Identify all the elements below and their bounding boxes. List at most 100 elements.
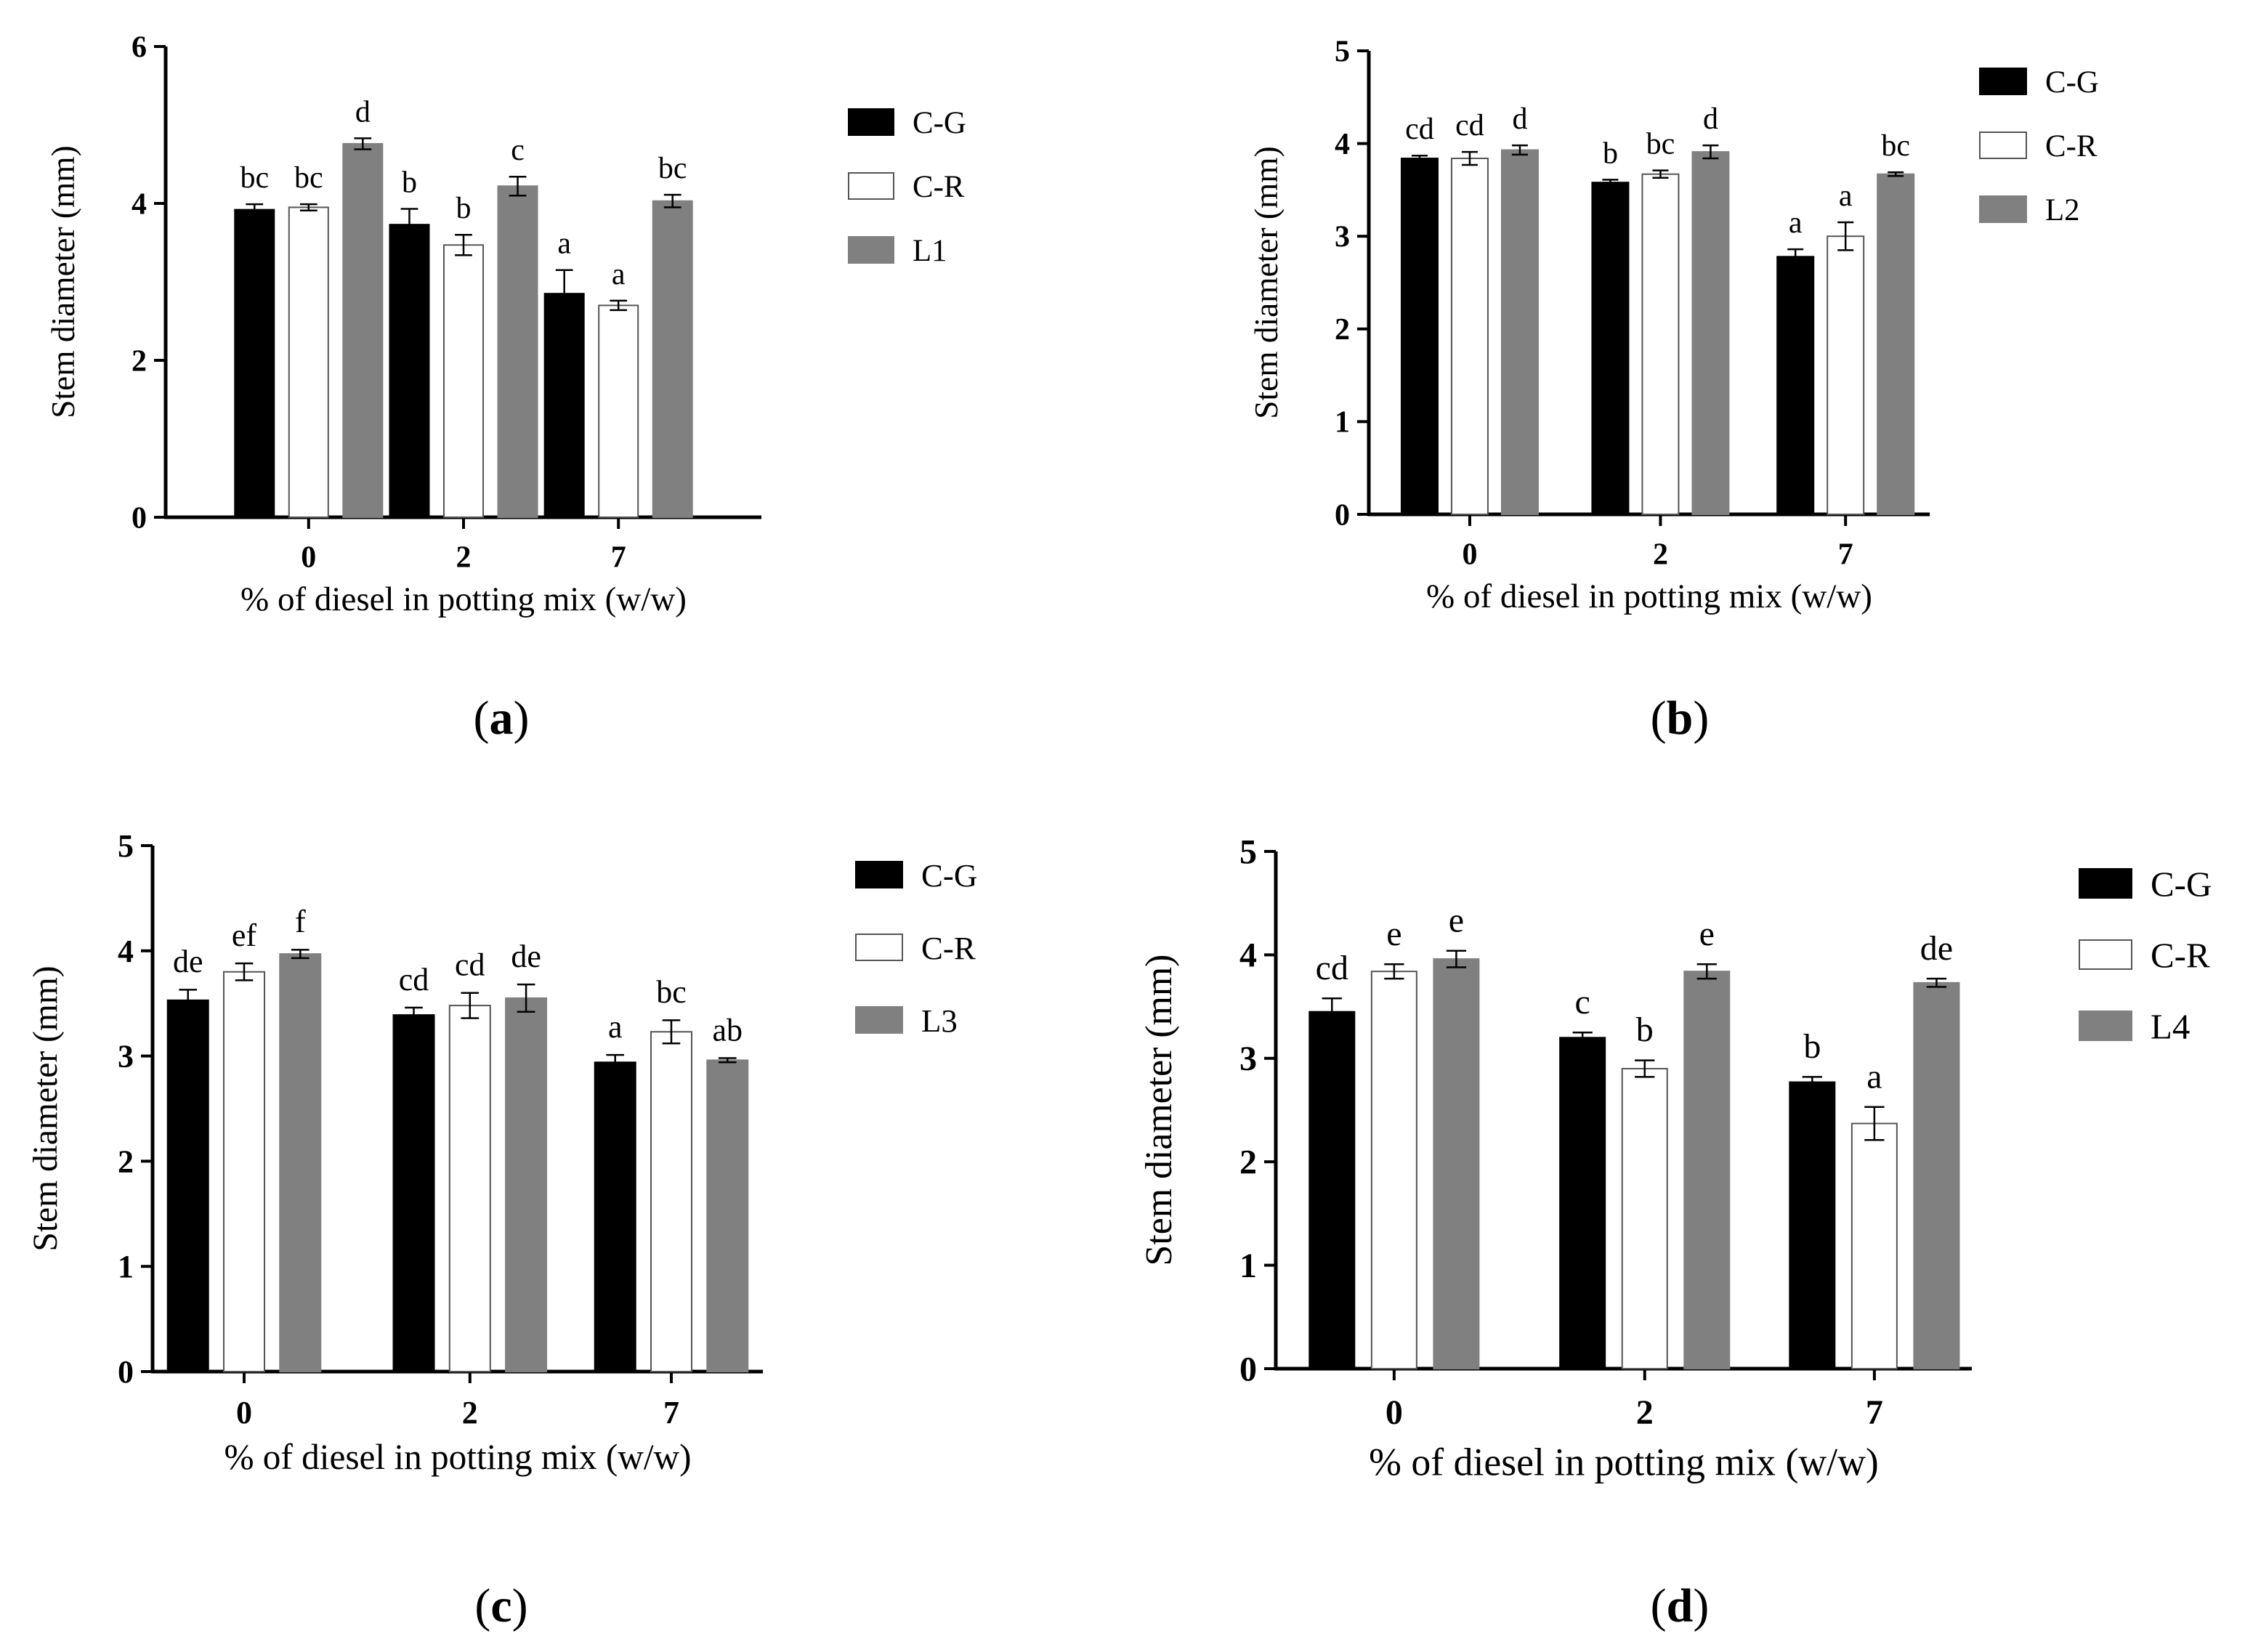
bar bbox=[342, 142, 384, 519]
y-axis-label: Stem diameter (mm) bbox=[1138, 955, 1180, 1266]
significance-letter: e bbox=[1386, 915, 1401, 953]
y-tick-label: 0 bbox=[1335, 498, 1350, 532]
bar bbox=[505, 997, 548, 1372]
bar bbox=[1641, 173, 1680, 515]
bar bbox=[652, 200, 693, 518]
x-tick-label: 2 bbox=[1653, 538, 1668, 572]
y-tick-label: 0 bbox=[1239, 1350, 1257, 1388]
legend-swatch bbox=[1979, 195, 2027, 223]
significance-letter: a bbox=[1866, 1057, 1882, 1096]
significance-letter: d bbox=[355, 95, 371, 129]
bar bbox=[1433, 958, 1480, 1369]
significance-letter: a bbox=[608, 1009, 623, 1045]
significance-letter: a bbox=[612, 258, 626, 291]
legend-label: C-G bbox=[2151, 864, 2212, 904]
significance-letter: ab bbox=[713, 1012, 743, 1048]
legend-swatch bbox=[848, 108, 894, 136]
y-tick-label: 5 bbox=[118, 828, 134, 864]
legend-swatch bbox=[848, 236, 894, 264]
y-tick-label: 4 bbox=[118, 934, 134, 969]
significance-letter: cd bbox=[399, 962, 429, 997]
y-tick-label: 2 bbox=[1335, 313, 1350, 347]
bar bbox=[443, 244, 484, 518]
x-tick-label: 2 bbox=[1636, 1393, 1654, 1432]
legend-swatch bbox=[848, 172, 894, 200]
legend-swatch bbox=[855, 934, 903, 961]
significance-letter: c bbox=[511, 134, 525, 167]
y-tick-label: 3 bbox=[118, 1039, 134, 1074]
y-tick-label: 3 bbox=[1335, 220, 1350, 254]
significance-letter: de bbox=[511, 939, 541, 974]
y-tick-label: 2 bbox=[132, 344, 147, 378]
bar bbox=[1691, 151, 1730, 515]
legend-swatch bbox=[855, 1006, 903, 1034]
panel-label: (c) bbox=[474, 1579, 527, 1632]
legend-swatch bbox=[2079, 939, 2132, 970]
bar bbox=[1559, 1037, 1606, 1369]
legend-swatch bbox=[2079, 1011, 2132, 1041]
significance-letter: b bbox=[402, 166, 417, 199]
significance-letter: a bbox=[1789, 206, 1803, 240]
bar bbox=[1850, 1122, 1898, 1369]
y-tick-label: 3 bbox=[1239, 1040, 1257, 1078]
legend-label: C-R bbox=[913, 170, 965, 204]
x-tick-label: 0 bbox=[301, 541, 316, 575]
bar bbox=[1683, 971, 1731, 1369]
y-tick-label: 4 bbox=[1335, 128, 1350, 161]
bar bbox=[392, 1014, 435, 1373]
y-axis-label: Stem diameter (mm) bbox=[27, 965, 65, 1251]
y-tick-label: 5 bbox=[1239, 833, 1257, 871]
significance-letter: bc bbox=[1646, 128, 1675, 161]
significance-letter: d bbox=[1703, 102, 1718, 136]
legend-label: C-G bbox=[921, 857, 977, 894]
significance-letter: a bbox=[557, 227, 571, 261]
y-tick-label: 4 bbox=[1239, 936, 1257, 975]
y-axis-label: Stem diameter (mm) bbox=[45, 145, 81, 418]
y-tick-label: 0 bbox=[118, 1354, 134, 1390]
bar bbox=[1913, 981, 1960, 1369]
significance-letter: ef bbox=[232, 918, 257, 953]
bar bbox=[1500, 149, 1539, 515]
significance-letter: b bbox=[1603, 137, 1618, 170]
significance-letter: d bbox=[1512, 102, 1527, 136]
y-tick-label: 1 bbox=[118, 1249, 134, 1284]
y-tick-label: 4 bbox=[132, 187, 147, 221]
y-tick-label: 2 bbox=[1239, 1143, 1257, 1182]
y-tick-label: 2 bbox=[118, 1143, 134, 1179]
significance-letter: e bbox=[1699, 915, 1715, 953]
bar bbox=[1789, 1081, 1836, 1369]
significance-letter: bc bbox=[1881, 129, 1910, 163]
legend-label: C-G bbox=[2045, 65, 2099, 100]
legend-swatch bbox=[1979, 68, 2027, 95]
x-tick-label: 2 bbox=[456, 541, 472, 575]
bar bbox=[234, 208, 275, 518]
bar bbox=[598, 304, 639, 518]
legend-label: C-R bbox=[2045, 129, 2098, 163]
legend-swatch bbox=[1979, 131, 2027, 159]
significance-letter: a bbox=[1839, 179, 1853, 213]
bar bbox=[1308, 1011, 1356, 1369]
significance-letter: bc bbox=[656, 974, 687, 1010]
bar bbox=[279, 953, 322, 1373]
y-tick-label: 6 bbox=[132, 31, 147, 64]
bar bbox=[1591, 182, 1630, 516]
significance-letter: b bbox=[1636, 1011, 1654, 1049]
bar bbox=[223, 971, 265, 1372]
y-tick-label: 1 bbox=[1335, 406, 1350, 440]
panel-label: (d) bbox=[1651, 1579, 1710, 1632]
significance-letter: cd bbox=[1455, 109, 1484, 142]
significance-letter: b bbox=[456, 192, 472, 225]
significance-letter: cd bbox=[1316, 949, 1348, 987]
bar bbox=[1776, 256, 1815, 515]
significance-letter: de bbox=[173, 944, 203, 979]
significance-letter: c bbox=[1575, 983, 1590, 1021]
panel-label: (b) bbox=[1651, 692, 1710, 745]
legend-swatch bbox=[855, 861, 903, 888]
x-tick-label: 0 bbox=[236, 1395, 252, 1430]
legend-label: L3 bbox=[921, 1003, 958, 1039]
